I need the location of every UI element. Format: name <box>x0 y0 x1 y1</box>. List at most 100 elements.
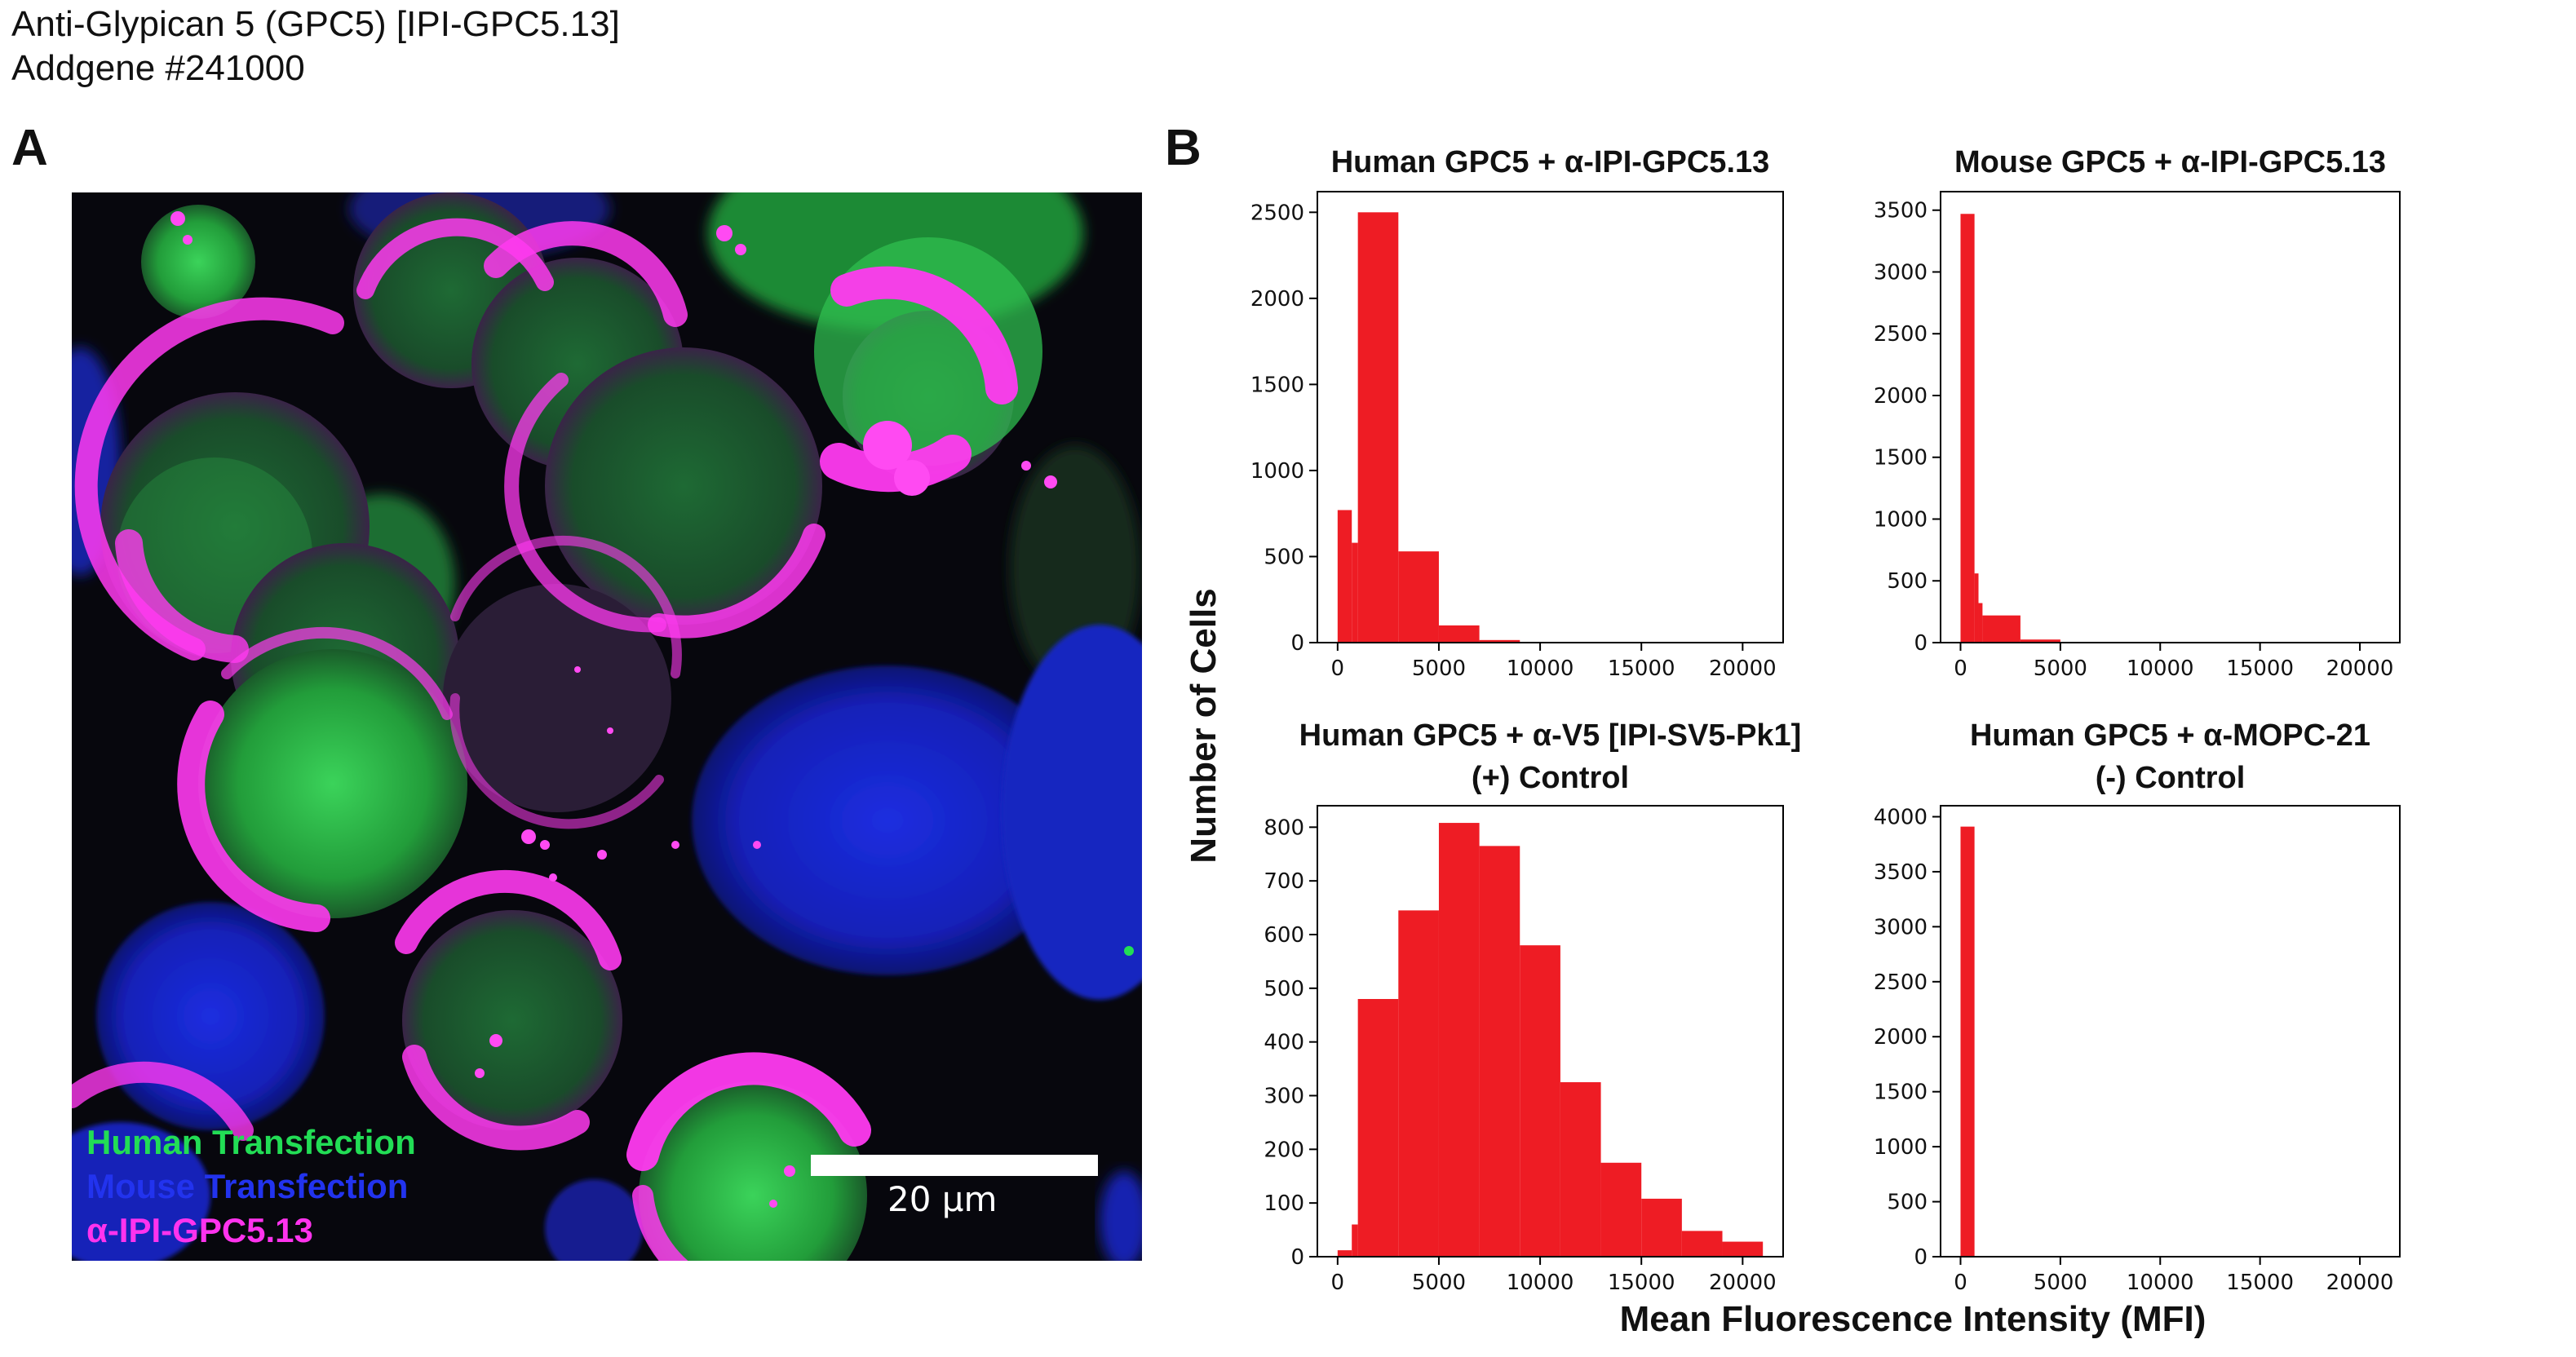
histogram-bar-0-0 <box>1337 510 1352 643</box>
chart-title-2-1: (+) Control <box>1472 761 1629 795</box>
chart-title-0-0: Human GPC5 + α-IPI-GPC5.13 <box>1331 145 1770 179</box>
histogram-bar-2-10 <box>1681 1231 1723 1257</box>
y-tick-label-3-8: 4000 <box>1874 805 1928 829</box>
histogram-bar-1-0 <box>1960 214 1975 643</box>
y-tick-label-0-5: 2500 <box>1250 201 1304 225</box>
y-tick-label-3-2: 1000 <box>1874 1135 1928 1160</box>
x-tick-label-3-4: 20000 <box>2326 1271 2394 1295</box>
x-tick-label-0-0: 0 <box>1331 656 1345 681</box>
y-tick-label-1-1: 500 <box>1887 569 1928 594</box>
x-tick-label-1-1: 5000 <box>2034 656 2087 681</box>
scale-bar <box>811 1155 1098 1176</box>
plot-frame-3 <box>1940 805 2401 1258</box>
x-tick-label-0-1: 5000 <box>1412 656 1466 681</box>
x-tick-label-0-2: 10000 <box>1507 656 1574 681</box>
histogram-bar-1-3 <box>1982 615 2021 643</box>
y-tick-label-3-5: 2500 <box>1874 970 1928 995</box>
figure-subtitle: Addgene #241000 <box>11 48 305 88</box>
chart-title-2-0: Human GPC5 + α-V5 [IPI-SV5-Pk1] <box>1299 718 1802 753</box>
histogram-bar-0-2 <box>1357 212 1399 643</box>
x-tick-label-3-0: 0 <box>1954 1271 1967 1295</box>
y-tick-label-3-1: 500 <box>1887 1191 1928 1215</box>
panel-a-letter: A <box>11 120 48 176</box>
x-tick-label-1-3: 15000 <box>2226 656 2294 681</box>
plot-frame-0 <box>1317 191 1784 643</box>
histogram-bar-2-4 <box>1438 823 1480 1257</box>
y-tick-label-1-7: 3500 <box>1874 199 1928 223</box>
y-tick-label-1-3: 1500 <box>1874 446 1928 471</box>
y-tick-label-2-0: 0 <box>1290 1245 1304 1270</box>
histogram-bar-0-5 <box>1479 639 1520 643</box>
figure-title: Anti-Glypican 5 (GPC5) [IPI-GPC5.13] <box>11 4 620 44</box>
histogram-bar-2-9 <box>1641 1198 1682 1257</box>
histogram-grid: 0 5000 10000 15000 2000005001000150020002500… <box>1184 145 2401 1339</box>
histogram-bar-2-5 <box>1479 846 1520 1257</box>
y-tick-label-1-0: 0 <box>1914 631 1928 656</box>
histogram-bar-2-1 <box>1352 1224 1358 1257</box>
x-tick-label-3-3: 15000 <box>2226 1271 2294 1295</box>
histogram-bar-1-4 <box>2020 639 2060 643</box>
x-tick-label-3-1: 5000 <box>2034 1271 2087 1295</box>
y-tick-label-3-3: 1500 <box>1874 1081 1928 1105</box>
x-tick-label-1-2: 10000 <box>2127 656 2194 681</box>
x-tick-label-2-2: 10000 <box>1507 1271 1574 1295</box>
histogram-bar-0-3 <box>1398 551 1439 643</box>
y-tick-label-2-3: 300 <box>1264 1085 1304 1109</box>
y-tick-label-3-6: 3000 <box>1874 915 1928 939</box>
y-tick-label-3-4: 2000 <box>1874 1025 1928 1050</box>
histogram-bar-0-1 <box>1352 542 1358 643</box>
y-tick-label-0-4: 2000 <box>1250 287 1304 312</box>
y-tick-label-2-2: 200 <box>1264 1138 1304 1162</box>
y-tick-label-0-3: 1500 <box>1250 373 1304 397</box>
histogram-bar-0-4 <box>1438 625 1480 643</box>
x-tick-label-2-4: 20000 <box>1709 1271 1777 1295</box>
x-tick-label-0-3: 15000 <box>1608 656 1675 681</box>
y-tick-label-3-0: 0 <box>1914 1245 1928 1270</box>
chart-title-3-1: (-) Control <box>2096 761 2246 795</box>
y-tick-label-2-8: 800 <box>1264 816 1304 840</box>
y-tick-label-0-1: 500 <box>1264 545 1304 569</box>
x-tick-label-2-0: 0 <box>1331 1271 1345 1295</box>
panel-b-letter: B <box>1165 120 1202 176</box>
histogram-bar-2-11 <box>1722 1241 1764 1257</box>
x-tick-label-0-4: 20000 <box>1709 656 1777 681</box>
chart-title-3-0: Human GPC5 + α-MOPC-21 <box>1970 718 2370 753</box>
y-tick-label-2-1: 100 <box>1264 1191 1304 1216</box>
y-tick-label-2-7: 700 <box>1264 869 1304 894</box>
y-tick-label-1-6: 3000 <box>1874 260 1928 285</box>
legend-mouse-transfection: Mouse Transfection <box>86 1167 409 1205</box>
histogram-bar-1-1 <box>1974 573 1979 643</box>
histogram-bar-1-2 <box>1978 603 1983 643</box>
y-tick-label-0-0: 0 <box>1290 631 1304 656</box>
x-tick-label-3-2: 10000 <box>2127 1271 2194 1295</box>
histogram-bar-2-2 <box>1357 999 1399 1257</box>
x-axis-label: Mean Fluorescence Intensity (MFI) <box>1620 1299 2206 1339</box>
x-tick-label-2-3: 15000 <box>1608 1271 1675 1295</box>
y-axis-label: Number of Cells <box>1184 588 1224 863</box>
x-tick-label-1-0: 0 <box>1954 656 1967 681</box>
histogram-bar-3-0 <box>1960 826 1975 1257</box>
plot-frame-2 <box>1317 805 1784 1258</box>
legend-antibody-stain: α-IPI-GPC5.13 <box>86 1211 313 1249</box>
histogram-bar-2-3 <box>1398 910 1439 1257</box>
histogram-bar-2-8 <box>1600 1162 1642 1257</box>
microscopy-image: Human Transfection Mouse Transfection α-… <box>72 192 1142 1261</box>
legend-human-transfection: Human Transfection <box>86 1123 416 1161</box>
y-tick-label-0-2: 1000 <box>1250 459 1304 484</box>
y-tick-label-2-6: 600 <box>1264 923 1304 948</box>
histogram-bar-2-6 <box>1520 945 1560 1257</box>
chart-title-1-0: Mouse GPC5 + α-IPI-GPC5.13 <box>1954 145 2386 179</box>
y-tick-label-1-2: 1000 <box>1874 507 1928 532</box>
histogram-bar-2-7 <box>1560 1082 1601 1257</box>
histogram-panels: 0 5000 10000 15000 20000 0 500 1000 1500 2000 2500… <box>1142 122 2576 1353</box>
plot-frame-1 <box>1940 191 2401 643</box>
histogram-bar-2-0 <box>1337 1250 1352 1257</box>
y-tick-label-1-5: 2500 <box>1874 322 1928 347</box>
scale-bar-label: 20 μm <box>887 1179 998 1219</box>
y-tick-label-1-4: 2000 <box>1874 384 1928 409</box>
y-tick-label-3-7: 3500 <box>1874 860 1928 885</box>
x-tick-label-2-1: 5000 <box>1412 1271 1466 1295</box>
y-tick-label-2-4: 400 <box>1264 1031 1304 1055</box>
microscopy-cells-drawing <box>72 192 1142 1261</box>
x-tick-label-1-4: 20000 <box>2326 656 2394 681</box>
